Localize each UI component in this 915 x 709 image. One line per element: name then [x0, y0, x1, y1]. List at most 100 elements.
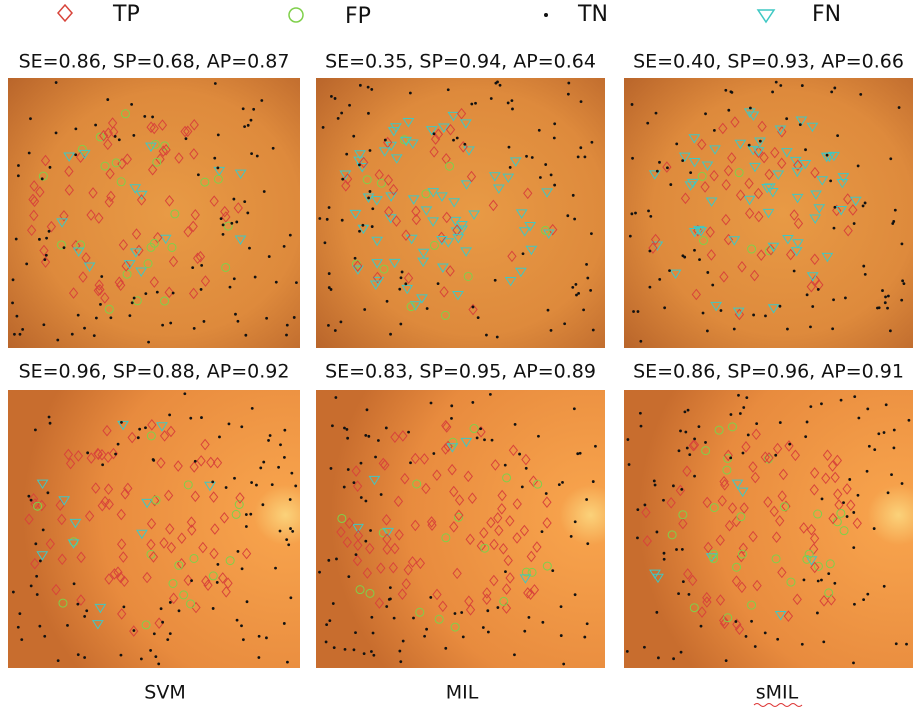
fp-marker — [714, 425, 724, 435]
tn-marker — [582, 308, 585, 312]
tn-marker — [332, 646, 336, 649]
tn-marker — [244, 525, 248, 528]
tn-marker — [399, 322, 403, 326]
tp-marker — [438, 600, 448, 613]
tn-marker — [893, 208, 897, 212]
tp-marker — [452, 567, 462, 580]
fn-marker — [402, 117, 415, 128]
tn-marker — [546, 308, 550, 312]
tp-marker — [465, 603, 476, 616]
tp-marker — [494, 524, 504, 537]
tn-marker — [591, 480, 595, 483]
tp-marker — [737, 261, 747, 273]
tn-marker — [122, 605, 126, 609]
tn-marker — [20, 638, 24, 642]
tn-marker — [894, 642, 898, 646]
tn-marker — [235, 220, 239, 224]
tn-marker — [537, 434, 540, 438]
tn-marker — [877, 306, 881, 310]
tn-marker — [553, 183, 557, 187]
tn-marker — [171, 291, 175, 295]
tp-marker — [697, 606, 707, 618]
tp-marker — [221, 585, 231, 598]
tp-marker — [164, 286, 174, 299]
tp-marker — [727, 152, 737, 164]
tp-marker — [501, 583, 512, 595]
fn-marker — [809, 214, 822, 224]
tp-marker — [702, 596, 712, 608]
tp-marker — [723, 164, 734, 177]
tn-marker — [398, 649, 402, 653]
tn-marker — [662, 498, 665, 502]
tp-marker — [809, 532, 820, 545]
tp-marker — [123, 482, 133, 495]
tp-marker — [415, 557, 426, 570]
tp-marker — [104, 196, 114, 208]
fp-marker — [167, 242, 177, 252]
tp-marker — [201, 575, 211, 587]
tn-marker — [577, 292, 581, 295]
tn-marker — [774, 80, 778, 84]
tn-marker — [490, 438, 494, 442]
tp-marker — [739, 502, 749, 514]
tn-marker — [136, 436, 140, 440]
tn-marker — [400, 270, 404, 274]
tn-marker — [43, 258, 47, 262]
tn-marker — [353, 256, 357, 260]
tn-marker — [232, 277, 236, 281]
fn-marker — [795, 116, 808, 126]
tn-marker — [889, 157, 893, 161]
tp-marker — [433, 128, 444, 141]
tn-marker — [774, 453, 778, 457]
fn-marker — [509, 157, 522, 167]
fp-marker — [208, 571, 218, 581]
tn-marker — [342, 485, 346, 489]
fp-marker — [183, 480, 193, 490]
tn-marker — [384, 426, 388, 430]
panel-metrics: SE=0.86, SP=0.68, AP=0.87 — [19, 51, 290, 73]
tp-marker — [427, 519, 437, 531]
fp-marker — [234, 500, 244, 510]
fp-marker — [76, 240, 86, 250]
tp-marker — [173, 460, 183, 472]
tn-marker — [328, 619, 332, 623]
fn-marker — [460, 437, 473, 448]
tp-marker — [351, 465, 361, 477]
tn-marker — [551, 569, 555, 573]
tp-marker — [810, 253, 820, 266]
tp-marker — [465, 533, 475, 546]
fp-marker — [533, 479, 543, 489]
tn-marker — [66, 623, 69, 627]
tn-marker — [352, 481, 356, 485]
fp-marker — [132, 296, 142, 306]
tn-marker — [907, 418, 911, 422]
tp-marker — [114, 276, 124, 289]
tp-marker — [702, 591, 712, 604]
tn-marker — [677, 449, 681, 453]
tn-marker — [742, 406, 746, 409]
fn-marker — [835, 206, 848, 216]
tn-marker — [341, 177, 345, 181]
fn-marker — [692, 225, 705, 236]
tn-marker — [483, 438, 486, 442]
fundus-image — [316, 390, 605, 668]
tn-marker — [872, 527, 876, 530]
tp-marker — [542, 517, 552, 529]
fundus-background — [8, 390, 300, 668]
fp-marker — [95, 132, 105, 142]
tn-marker — [576, 155, 580, 159]
fundus-image — [8, 78, 300, 348]
tn-marker — [184, 137, 188, 141]
tp-marker — [650, 233, 661, 246]
tn-marker — [169, 321, 173, 325]
tn-marker — [348, 103, 351, 107]
tp-marker — [760, 451, 770, 463]
fn-marker — [388, 258, 401, 269]
tp-marker — [121, 260, 131, 272]
tp-marker — [832, 454, 843, 467]
tn-marker — [257, 656, 261, 659]
tp-marker — [827, 460, 838, 472]
tp-marker — [382, 543, 392, 555]
tn-marker — [489, 97, 493, 100]
fp-marker — [738, 549, 748, 559]
